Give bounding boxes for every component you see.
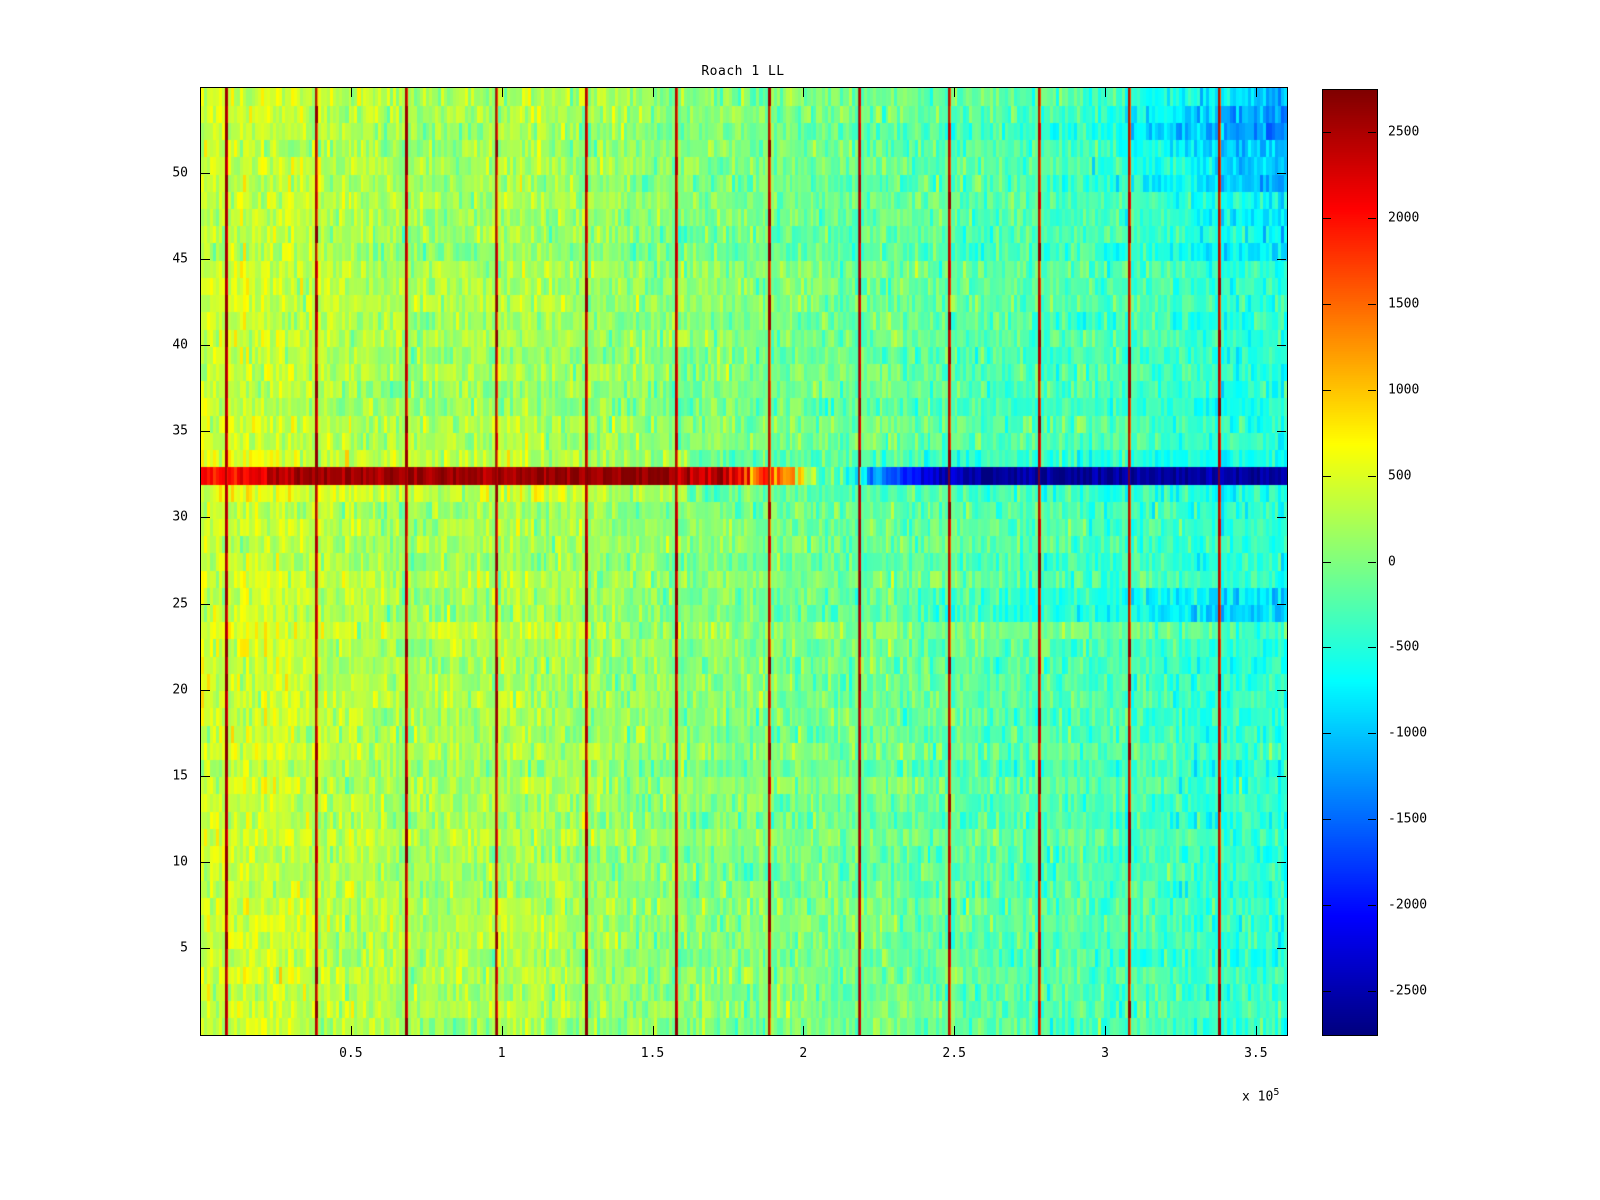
y-axis-tick-label: 35 <box>172 423 188 439</box>
colorbar-tick-mark <box>1368 991 1376 993</box>
x-axis-tick-label: 0.5 <box>339 1046 363 1061</box>
x-axis-tick-mark <box>652 88 654 97</box>
y-axis-tick-mark <box>1277 603 1286 605</box>
colorbar-tick-mark <box>1323 303 1331 305</box>
colorbar-tick-mark <box>1323 733 1331 735</box>
y-axis-tick-mark <box>1277 517 1286 519</box>
y-axis-tick-mark <box>1277 775 1286 777</box>
y-axis-tick-mark <box>1277 689 1286 691</box>
colorbar-tick-mark <box>1368 819 1376 821</box>
colorbar-tick-label: -1000 <box>1388 725 1428 741</box>
colorbar-tick-mark <box>1323 647 1331 649</box>
x-axis-exponent-power: 5 <box>1273 1087 1280 1098</box>
x-axis-tick-label: 2.5 <box>942 1046 966 1061</box>
x-axis-tick-mark <box>501 1026 503 1035</box>
colorbar-tick-mark <box>1323 475 1331 477</box>
y-axis-tick-mark <box>1277 345 1286 347</box>
page-title: Roach 1 LL <box>701 64 785 79</box>
heatmap-image <box>201 88 1287 1035</box>
x-axis-tick-mark <box>350 88 352 97</box>
y-axis-tick-mark <box>1277 259 1286 261</box>
y-axis-tick-mark <box>201 345 210 347</box>
y-axis-tick-label: 25 <box>172 596 188 612</box>
colorbar-tick-mark <box>1368 217 1376 219</box>
y-axis-tick-label: 5 <box>180 940 188 956</box>
y-axis-tick-label: 40 <box>172 337 188 353</box>
colorbar-tick-label: -1500 <box>1388 811 1428 827</box>
colorbar-tick-label: 0 <box>1388 554 1396 569</box>
colorbar-tick-mark <box>1368 561 1376 563</box>
x-axis-tick-mark <box>1255 88 1257 97</box>
y-axis-tick-mark <box>201 689 210 691</box>
y-axis-tick-mark <box>201 259 210 261</box>
colorbar-tick-mark <box>1368 131 1376 133</box>
colorbar-tick-label: -500 <box>1388 639 1420 655</box>
y-axis-tick-label: 15 <box>172 768 188 784</box>
y-axis-tick-mark <box>201 173 210 175</box>
colorbar-tick-label: 1000 <box>1388 382 1420 398</box>
colorbar-tick-mark <box>1323 905 1331 907</box>
colorbar-tick-mark <box>1368 303 1376 305</box>
x-axis-tick-label: 1 <box>497 1046 506 1061</box>
colorbar-tick-mark <box>1368 647 1376 649</box>
x-axis-tick-mark <box>501 88 503 97</box>
y-axis-tick-label: 10 <box>172 854 188 870</box>
y-axis-tick-mark <box>201 861 210 863</box>
colorbar-tick-mark <box>1368 389 1376 391</box>
y-axis-tick-mark <box>1277 861 1286 863</box>
colorbar-tick-mark <box>1323 131 1331 133</box>
colorbar-gradient <box>1323 90 1377 1035</box>
x-axis-tick-mark <box>350 1026 352 1035</box>
x-axis-tick-label: 1.5 <box>640 1046 665 1061</box>
colorbar-tick-label: -2000 <box>1388 897 1428 913</box>
x-axis-exponent: x 105 <box>1242 1087 1279 1104</box>
colorbar-tick-mark <box>1368 733 1376 735</box>
y-axis-tick-mark <box>1277 173 1286 175</box>
colorbar-tick-mark <box>1323 819 1331 821</box>
colorbar-tick-mark <box>1323 389 1331 391</box>
heatmap-axes <box>200 87 1288 1036</box>
y-axis-tick-label: 20 <box>172 682 188 698</box>
colorbar-tick-label: 500 <box>1388 468 1412 484</box>
x-axis-tick-mark <box>1105 88 1106 97</box>
y-axis-tick-mark <box>201 775 210 777</box>
colorbar-tick-mark <box>1323 991 1331 993</box>
colorbar-tick-mark <box>1368 475 1376 477</box>
y-axis-tick-mark <box>1277 947 1286 949</box>
y-axis-tick-mark <box>201 517 210 519</box>
x-axis-tick-mark <box>803 1026 805 1035</box>
y-axis-tick-mark <box>1277 431 1286 433</box>
x-axis-exponent-mantissa: x 10 <box>1242 1089 1274 1105</box>
x-axis-tick-mark <box>1105 1026 1106 1035</box>
y-axis-tick-label: 30 <box>172 509 188 525</box>
y-axis-tick-label: 50 <box>172 165 188 181</box>
colorbar <box>1322 89 1378 1036</box>
x-axis-tick-mark <box>1255 1026 1257 1035</box>
y-axis-tick-mark <box>201 603 210 605</box>
x-axis-tick-label: 3.5 <box>1244 1046 1268 1061</box>
x-axis-tick-label: 3 <box>1101 1046 1109 1061</box>
colorbar-tick-label: 2000 <box>1388 210 1420 226</box>
x-axis-tick-mark <box>954 88 956 97</box>
y-axis-tick-label: 45 <box>172 251 188 267</box>
x-axis-tick-label: 2 <box>799 1046 808 1061</box>
x-axis-tick-mark <box>652 1026 654 1035</box>
colorbar-tick-mark <box>1323 217 1331 219</box>
colorbar-tick-mark <box>1323 561 1331 563</box>
colorbar-tick-label: 2500 <box>1388 124 1420 140</box>
y-axis-tick-mark <box>201 431 210 433</box>
x-axis-tick-mark <box>803 88 805 97</box>
colorbar-tick-label: -2500 <box>1388 983 1428 999</box>
y-axis-tick-mark <box>201 947 210 949</box>
colorbar-tick-label: 1500 <box>1388 296 1420 312</box>
colorbar-tick-mark <box>1368 905 1376 907</box>
x-axis-tick-mark <box>954 1026 956 1035</box>
